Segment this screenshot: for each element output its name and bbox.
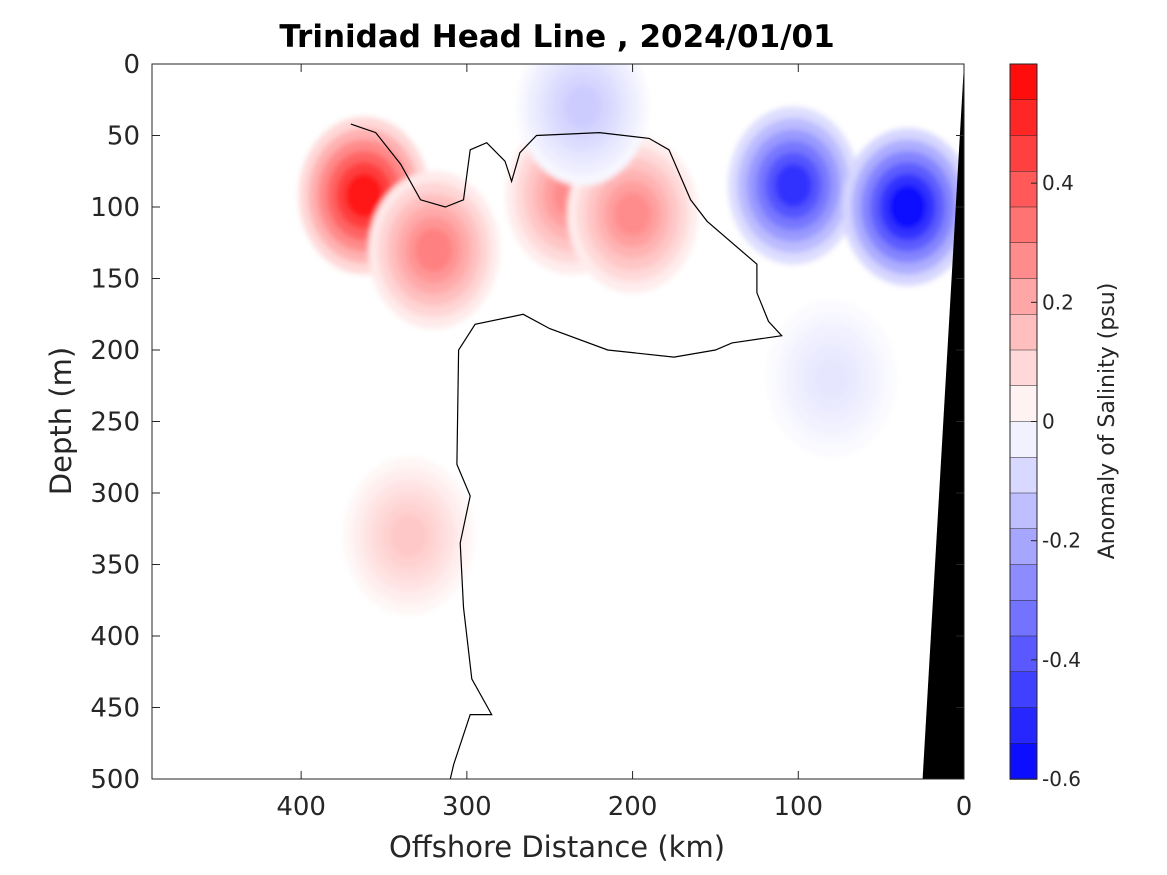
colorbar: 0.4 0.2 0 -0.2 -0.4 -0.6 — [1010, 64, 1081, 791]
anomaly-level — [415, 228, 452, 271]
colorbar-tick-label: 0.2 — [1042, 290, 1074, 314]
anomaly-level — [390, 514, 427, 557]
colorbar-level — [1010, 708, 1037, 744]
colorbar-label: Anomaly of Salinity (psu) — [1095, 283, 1120, 560]
anomaly-feature-negative-5 — [728, 107, 859, 265]
colorbar-level — [1010, 636, 1037, 672]
y-tick-label: 500 — [90, 765, 140, 795]
y-axis-label: Depth (m) — [44, 347, 78, 495]
y-tick-label: 50 — [107, 122, 140, 152]
colorbar-level — [1010, 600, 1037, 636]
anomaly-level — [813, 357, 850, 400]
colorbar-level — [1010, 279, 1037, 315]
colorbar-level — [1010, 207, 1037, 243]
x-tick-label: 0 — [956, 792, 973, 822]
colorbar-level — [1010, 565, 1037, 601]
y-tick-label: 300 — [90, 479, 140, 509]
colorbar-level — [1010, 100, 1037, 136]
colorbar-level — [1010, 672, 1037, 708]
y-tick-label: 200 — [90, 336, 140, 366]
colorbar-level — [1010, 243, 1037, 279]
y-tick-label: 450 — [90, 694, 140, 724]
y-tick-label: 150 — [90, 265, 140, 295]
y-tick-label: 0 — [123, 50, 140, 80]
anomaly-feature-positive-4 — [344, 457, 475, 615]
colorbar-level — [1010, 422, 1037, 458]
colorbar-level — [1010, 386, 1037, 422]
colorbar-level — [1010, 314, 1037, 350]
anomaly-level — [775, 164, 812, 207]
colorbar-level — [1010, 457, 1037, 493]
colorbar-level — [1010, 64, 1037, 100]
x-tick-label: 300 — [442, 792, 492, 822]
x-tick-label: 100 — [773, 792, 823, 822]
anomaly-level — [889, 185, 926, 228]
colorbar-tick-label: -0.4 — [1042, 648, 1081, 672]
y-tick-label: 400 — [90, 622, 140, 652]
colorbar-tick-label: -0.6 — [1042, 767, 1081, 791]
x-tick-label: 200 — [608, 792, 658, 822]
colorbar-level — [1010, 493, 1037, 529]
colorbar-tick-label: -0.2 — [1042, 529, 1081, 553]
colorbar-level — [1010, 171, 1037, 207]
anomaly-feature-positive-1 — [368, 171, 499, 329]
y-tick-label: 100 — [90, 193, 140, 223]
x-axis-label: Offshore Distance (km) — [389, 830, 725, 864]
colorbar-tick-label: 0.4 — [1042, 171, 1074, 195]
colorbar-level — [1010, 743, 1037, 779]
anomaly-level — [564, 85, 601, 128]
chart-title: Trinidad Head Line , 2024/01/01 — [279, 19, 834, 55]
plot-area — [299, 28, 973, 779]
colorbar-level — [1010, 350, 1037, 386]
y-tick-label: 250 — [90, 408, 140, 438]
anomaly-field — [299, 28, 973, 615]
anomaly-feature-negative-8 — [766, 300, 897, 458]
y-tick-label: 350 — [90, 551, 140, 581]
colorbar-tick-label: 0 — [1042, 410, 1055, 434]
anomaly-level — [614, 192, 651, 235]
x-tick-label: 400 — [276, 792, 326, 822]
colorbar-level — [1010, 529, 1037, 565]
colorbar-level — [1010, 136, 1037, 172]
